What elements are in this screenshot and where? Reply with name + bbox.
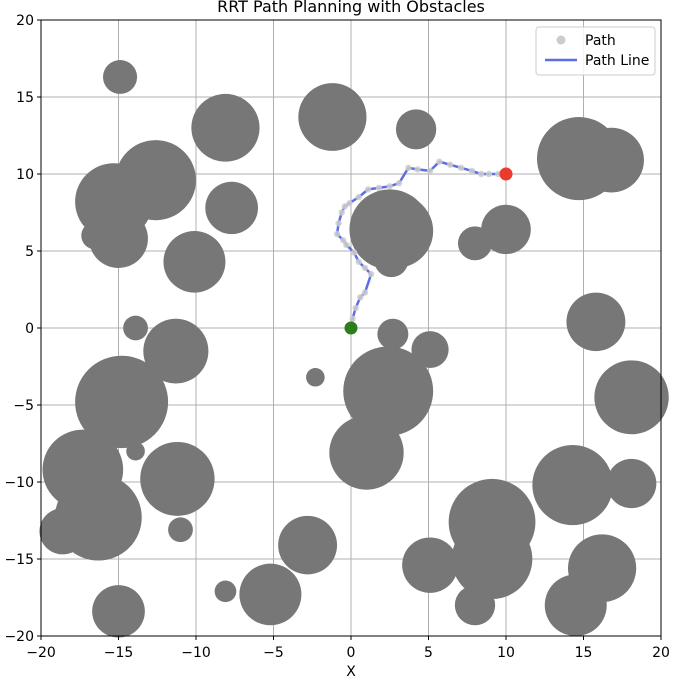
- path-point-6: [361, 264, 369, 272]
- path-point-16: [355, 193, 362, 201]
- path-point-14: [341, 203, 348, 210]
- legend-path-line-label: Path Line: [585, 53, 649, 69]
- path-point-28: [478, 170, 485, 178]
- goal-point: [499, 167, 513, 181]
- obstacle-26: [126, 441, 145, 461]
- y-tick-label-5: 5: [25, 244, 34, 260]
- obstacle-24: [343, 346, 434, 436]
- path-point-23: [426, 167, 434, 175]
- obstacle-43: [239, 563, 302, 626]
- obstacle-36: [451, 518, 533, 600]
- x-tick-label-7: 15: [575, 645, 593, 661]
- obstacle-13: [358, 194, 434, 268]
- path-point-7: [355, 258, 362, 265]
- obstacle-33: [39, 508, 86, 555]
- obstacle-21: [411, 331, 449, 369]
- path-point-9: [343, 241, 350, 249]
- path-point-10: [340, 237, 347, 244]
- y-tick-label-8: 20: [16, 13, 34, 29]
- y-tick-label-2: −10: [4, 475, 34, 491]
- path-point-20: [395, 180, 403, 187]
- obstacle-37: [278, 515, 338, 575]
- x-tick-label-3: −5: [263, 645, 284, 661]
- obstacle-34: [168, 517, 193, 543]
- x-tick-label-0: −20: [26, 645, 56, 661]
- path-point-1: [349, 315, 356, 322]
- obstacle-19: [143, 318, 209, 384]
- obstacle-2: [298, 83, 367, 151]
- y-tick-label-4: 0: [25, 321, 34, 337]
- y-tick-label-1: −15: [4, 552, 34, 568]
- x-axis-label: X: [346, 664, 356, 680]
- legend-box: [535, 26, 656, 76]
- path-point-11: [333, 230, 341, 238]
- path-point-25: [447, 161, 454, 168]
- obstacle-23: [75, 355, 169, 449]
- path-point-18: [375, 184, 383, 192]
- x-tick-label-6: 10: [497, 645, 515, 661]
- x-tick-label-1: −15: [104, 645, 134, 661]
- obstacle-15: [481, 204, 531, 255]
- obstacle-30: [532, 445, 613, 526]
- path-point-15: [346, 200, 353, 207]
- obstacle-29: [140, 441, 215, 516]
- path-point-2: [352, 304, 359, 312]
- legend-path-marker: [556, 35, 566, 45]
- obstacle-25: [594, 360, 669, 435]
- path-point-3: [357, 294, 364, 301]
- obstacle-20: [377, 318, 409, 350]
- obstacle-27: [329, 415, 404, 490]
- x-tick-label-8: 20: [652, 645, 670, 661]
- path-point-27: [468, 167, 476, 175]
- path-point-4: [361, 289, 369, 296]
- obstacle-1: [191, 93, 260, 162]
- obstacle-5: [578, 127, 644, 193]
- obstacle-31: [606, 458, 657, 509]
- y-tick-label-6: 10: [16, 167, 34, 183]
- y-tick-label-7: 15: [16, 90, 34, 106]
- legend-path-label: Path: [585, 33, 616, 49]
- obstacle-22: [306, 368, 325, 387]
- x-tick-label-2: −10: [181, 645, 211, 661]
- obstacle-40: [454, 585, 496, 626]
- chart-title: RRT Path Planning with Obstacles: [217, 0, 485, 16]
- path-point-21: [405, 164, 412, 172]
- obstacles: [39, 60, 669, 638]
- obstacle-0: [103, 60, 138, 94]
- path-point-29: [485, 170, 493, 178]
- path-point-26: [457, 164, 465, 172]
- axis-ticks: −20 −15 −10 −5 0 5 10 15 20 −20 −15 −10 −5 0 5 10 15 20: [4, 13, 669, 661]
- obstacle-42: [214, 580, 237, 603]
- path-layer: [333, 158, 513, 335]
- obstacle-10: [89, 209, 148, 268]
- obstacle-44: [92, 585, 145, 638]
- path-point-19: [386, 183, 393, 190]
- start-point: [344, 321, 358, 335]
- path-point-8: [350, 249, 358, 256]
- path-point-5: [367, 270, 375, 278]
- obstacle-16: [457, 226, 493, 261]
- y-tick-label-0: −20: [4, 629, 34, 645]
- x-tick-label-5: 5: [424, 645, 433, 661]
- y-tick-label-3: −5: [13, 398, 34, 414]
- path-point-22: [414, 166, 421, 173]
- obstacle-18: [123, 315, 148, 341]
- path-point-24: [436, 158, 443, 165]
- path-point-12: [335, 220, 342, 227]
- obstacle-41: [544, 574, 607, 636]
- path-point-13: [338, 209, 345, 216]
- path-point-17: [364, 186, 372, 193]
- legend: Path Path Line: [535, 26, 656, 76]
- obstacle-3: [395, 109, 437, 150]
- obstacle-11: [163, 230, 226, 293]
- obstacle-38: [402, 537, 458, 593]
- obstacle-14: [374, 243, 409, 278]
- obstacle-17: [566, 292, 626, 352]
- x-tick-label-4: 0: [347, 645, 356, 661]
- obstacle-8: [205, 181, 258, 235]
